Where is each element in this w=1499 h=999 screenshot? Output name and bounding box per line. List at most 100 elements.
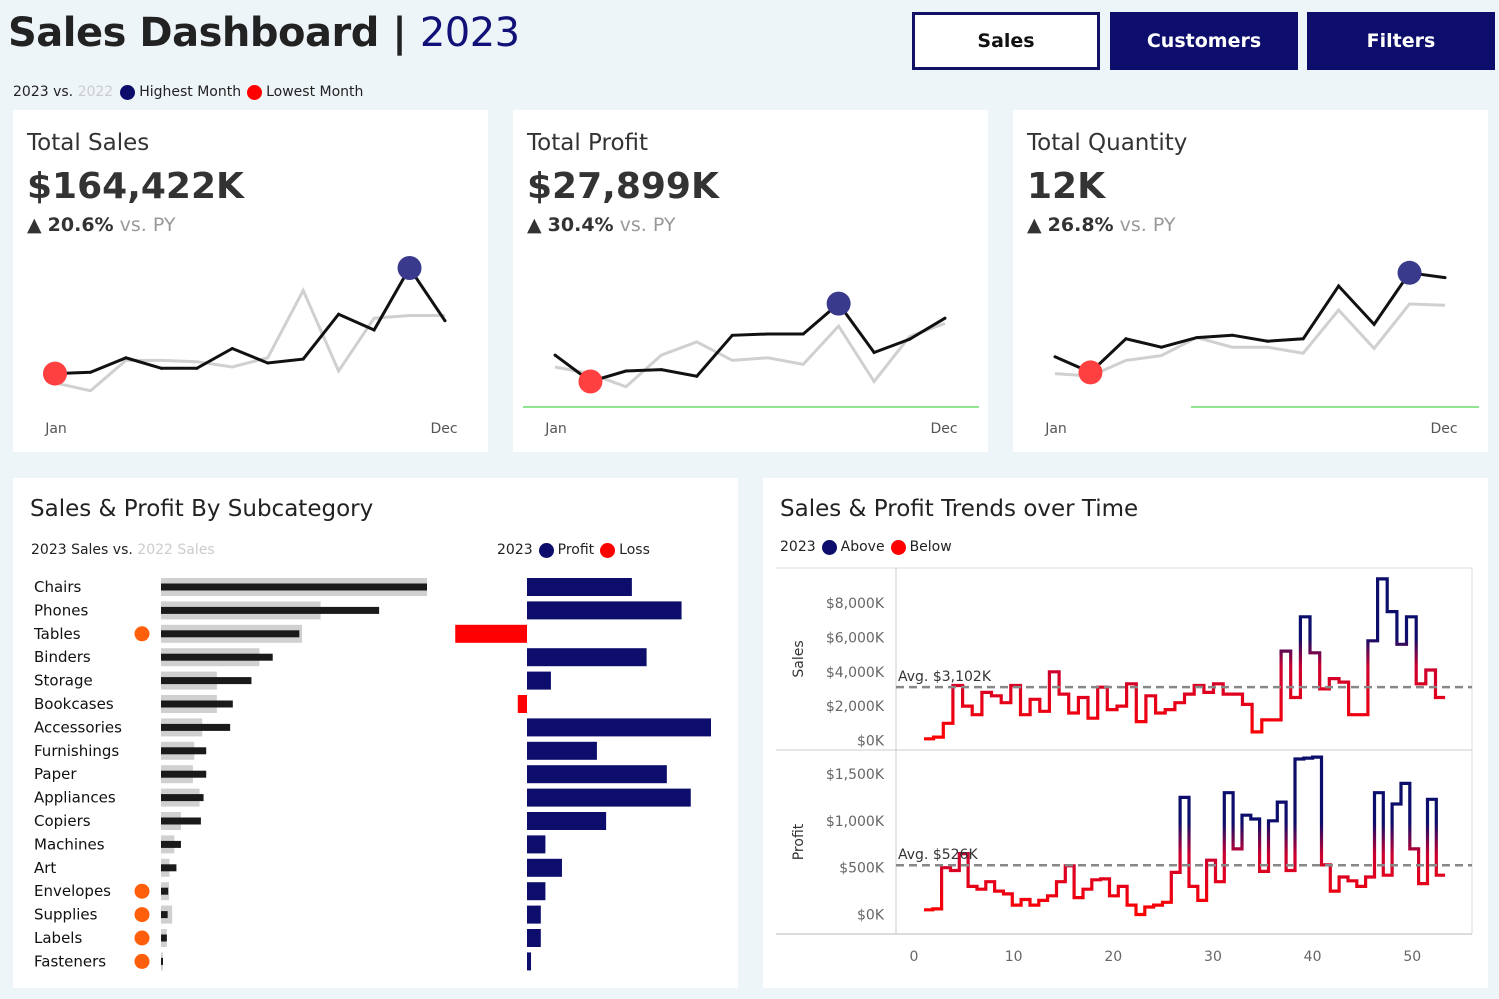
line-point — [160, 367, 163, 370]
top-legend: 2023 vs. 2022 Highest Month Lowest Month — [13, 84, 363, 100]
current-sales-bar — [161, 701, 233, 708]
filters-tab-button[interactable]: Filters — [1307, 12, 1495, 70]
flag-dot-icon — [135, 626, 150, 641]
x-tick-label: 20 — [1104, 949, 1122, 965]
loss-bar — [518, 695, 527, 713]
current-sales-bar — [161, 584, 427, 591]
line-point — [660, 368, 663, 371]
customers-tab-label: Customers — [1147, 30, 1261, 52]
category-label: Furnishings — [34, 742, 119, 760]
current-sales-bar — [161, 794, 204, 801]
profit-bar — [527, 906, 541, 924]
line-point — [1195, 336, 1198, 339]
category-label: Supplies — [34, 906, 98, 924]
current-year-line — [55, 268, 445, 374]
line-point — [444, 319, 447, 322]
line-point — [554, 354, 557, 357]
highest-month-dot-icon — [120, 85, 135, 100]
lowest-month-dot-icon — [247, 85, 262, 100]
category-label: Bookcases — [34, 695, 114, 713]
y-axis-title: Sales — [791, 640, 807, 677]
previous-year-line — [1055, 304, 1445, 376]
axis-end-label: Dec — [1430, 421, 1457, 437]
profit-bar — [527, 952, 531, 970]
current-year-line — [1055, 273, 1445, 373]
profit-bar — [527, 601, 682, 619]
current-year-line — [555, 304, 945, 382]
profit-bar — [527, 882, 545, 900]
current-sales-bar — [161, 771, 206, 778]
axis-start-label: Jan — [1044, 421, 1067, 437]
sales-tab-label: Sales — [977, 30, 1034, 52]
kpi-card-sales: Total Sales $164,422K ▲ 20.6% vs. PY Jan… — [13, 110, 488, 452]
axis-start-label: Jan — [44, 421, 67, 437]
previous-year-line — [555, 323, 945, 386]
current-sales-bar — [161, 958, 163, 965]
category-label: Appliances — [34, 789, 116, 807]
highest-month-marker — [827, 292, 851, 316]
profit-bar — [527, 789, 691, 807]
profit-bar — [527, 648, 647, 666]
legend-current-year: 2023 vs. — [13, 84, 73, 100]
average-label: Avg. $3,102K — [898, 669, 992, 685]
line-point — [1266, 340, 1269, 343]
y-tick-label: $500K — [839, 861, 885, 877]
sales-tab-button[interactable]: Sales — [912, 12, 1100, 70]
highest-month-marker — [398, 256, 422, 280]
line-point — [873, 351, 876, 354]
subcategory-chart: Chairs Phones Tables Binders Storage Bookcase… — [13, 478, 738, 988]
sales-step-line — [924, 579, 1445, 739]
loss-bar — [455, 625, 527, 643]
average-label: Avg. $526K — [898, 847, 978, 863]
lowest-month-marker — [578, 370, 602, 394]
y-tick-label: $2,000K — [826, 699, 885, 715]
line-point — [302, 358, 305, 361]
title-text: Sales Dashboard — [8, 10, 379, 56]
profit-bar — [527, 578, 632, 596]
title-year: 2023 — [420, 10, 520, 56]
x-tick-label: 50 — [1403, 949, 1421, 965]
y-tick-label: $0K — [857, 908, 885, 924]
profit-bar — [527, 835, 545, 853]
category-label: Labels — [34, 929, 82, 947]
category-label: Paper — [34, 765, 77, 783]
flag-dot-icon — [135, 954, 150, 969]
y-tick-label: $8,000K — [826, 596, 885, 612]
legend-highest-label: Highest Month — [139, 84, 241, 100]
y-tick-label: $0K — [857, 734, 885, 750]
category-label: Accessories — [34, 718, 122, 736]
category-label: Chairs — [34, 578, 82, 596]
line-point — [1302, 337, 1305, 340]
current-sales-bar — [161, 677, 251, 684]
lowest-month-marker — [43, 362, 67, 386]
customers-tab-button[interactable]: Customers — [1110, 12, 1298, 70]
line-point — [624, 369, 627, 372]
line-point — [731, 334, 734, 337]
line-point — [1160, 346, 1163, 349]
profit-bar — [527, 742, 597, 760]
line-point — [1337, 285, 1340, 288]
profit-bar — [527, 929, 541, 947]
line-point — [231, 347, 234, 350]
x-tick-label: 0 — [910, 949, 919, 965]
legend-lowest-label: Lowest Month — [266, 84, 363, 100]
current-sales-bar — [161, 888, 168, 895]
category-label: Phones — [34, 601, 88, 619]
line-point — [1124, 337, 1127, 340]
profit-step-line — [924, 757, 1445, 914]
line-point — [802, 333, 805, 336]
title-separator: | — [392, 10, 406, 56]
line-point — [195, 367, 198, 370]
line-point — [124, 356, 127, 359]
flag-dot-icon — [135, 884, 150, 899]
line-point — [766, 333, 769, 336]
x-tick-label: 10 — [1005, 949, 1023, 965]
y-axis-title: Profit — [791, 823, 807, 860]
category-label: Envelopes — [34, 882, 111, 900]
profit-bar — [527, 718, 711, 736]
current-sales-bar — [161, 607, 379, 614]
profit-sparkline: Jan Dec — [513, 110, 988, 452]
dashboard-title: Sales Dashboard | 2023 — [8, 10, 520, 56]
y-tick-label: $6,000K — [826, 630, 885, 646]
category-label: Tables — [33, 625, 81, 643]
